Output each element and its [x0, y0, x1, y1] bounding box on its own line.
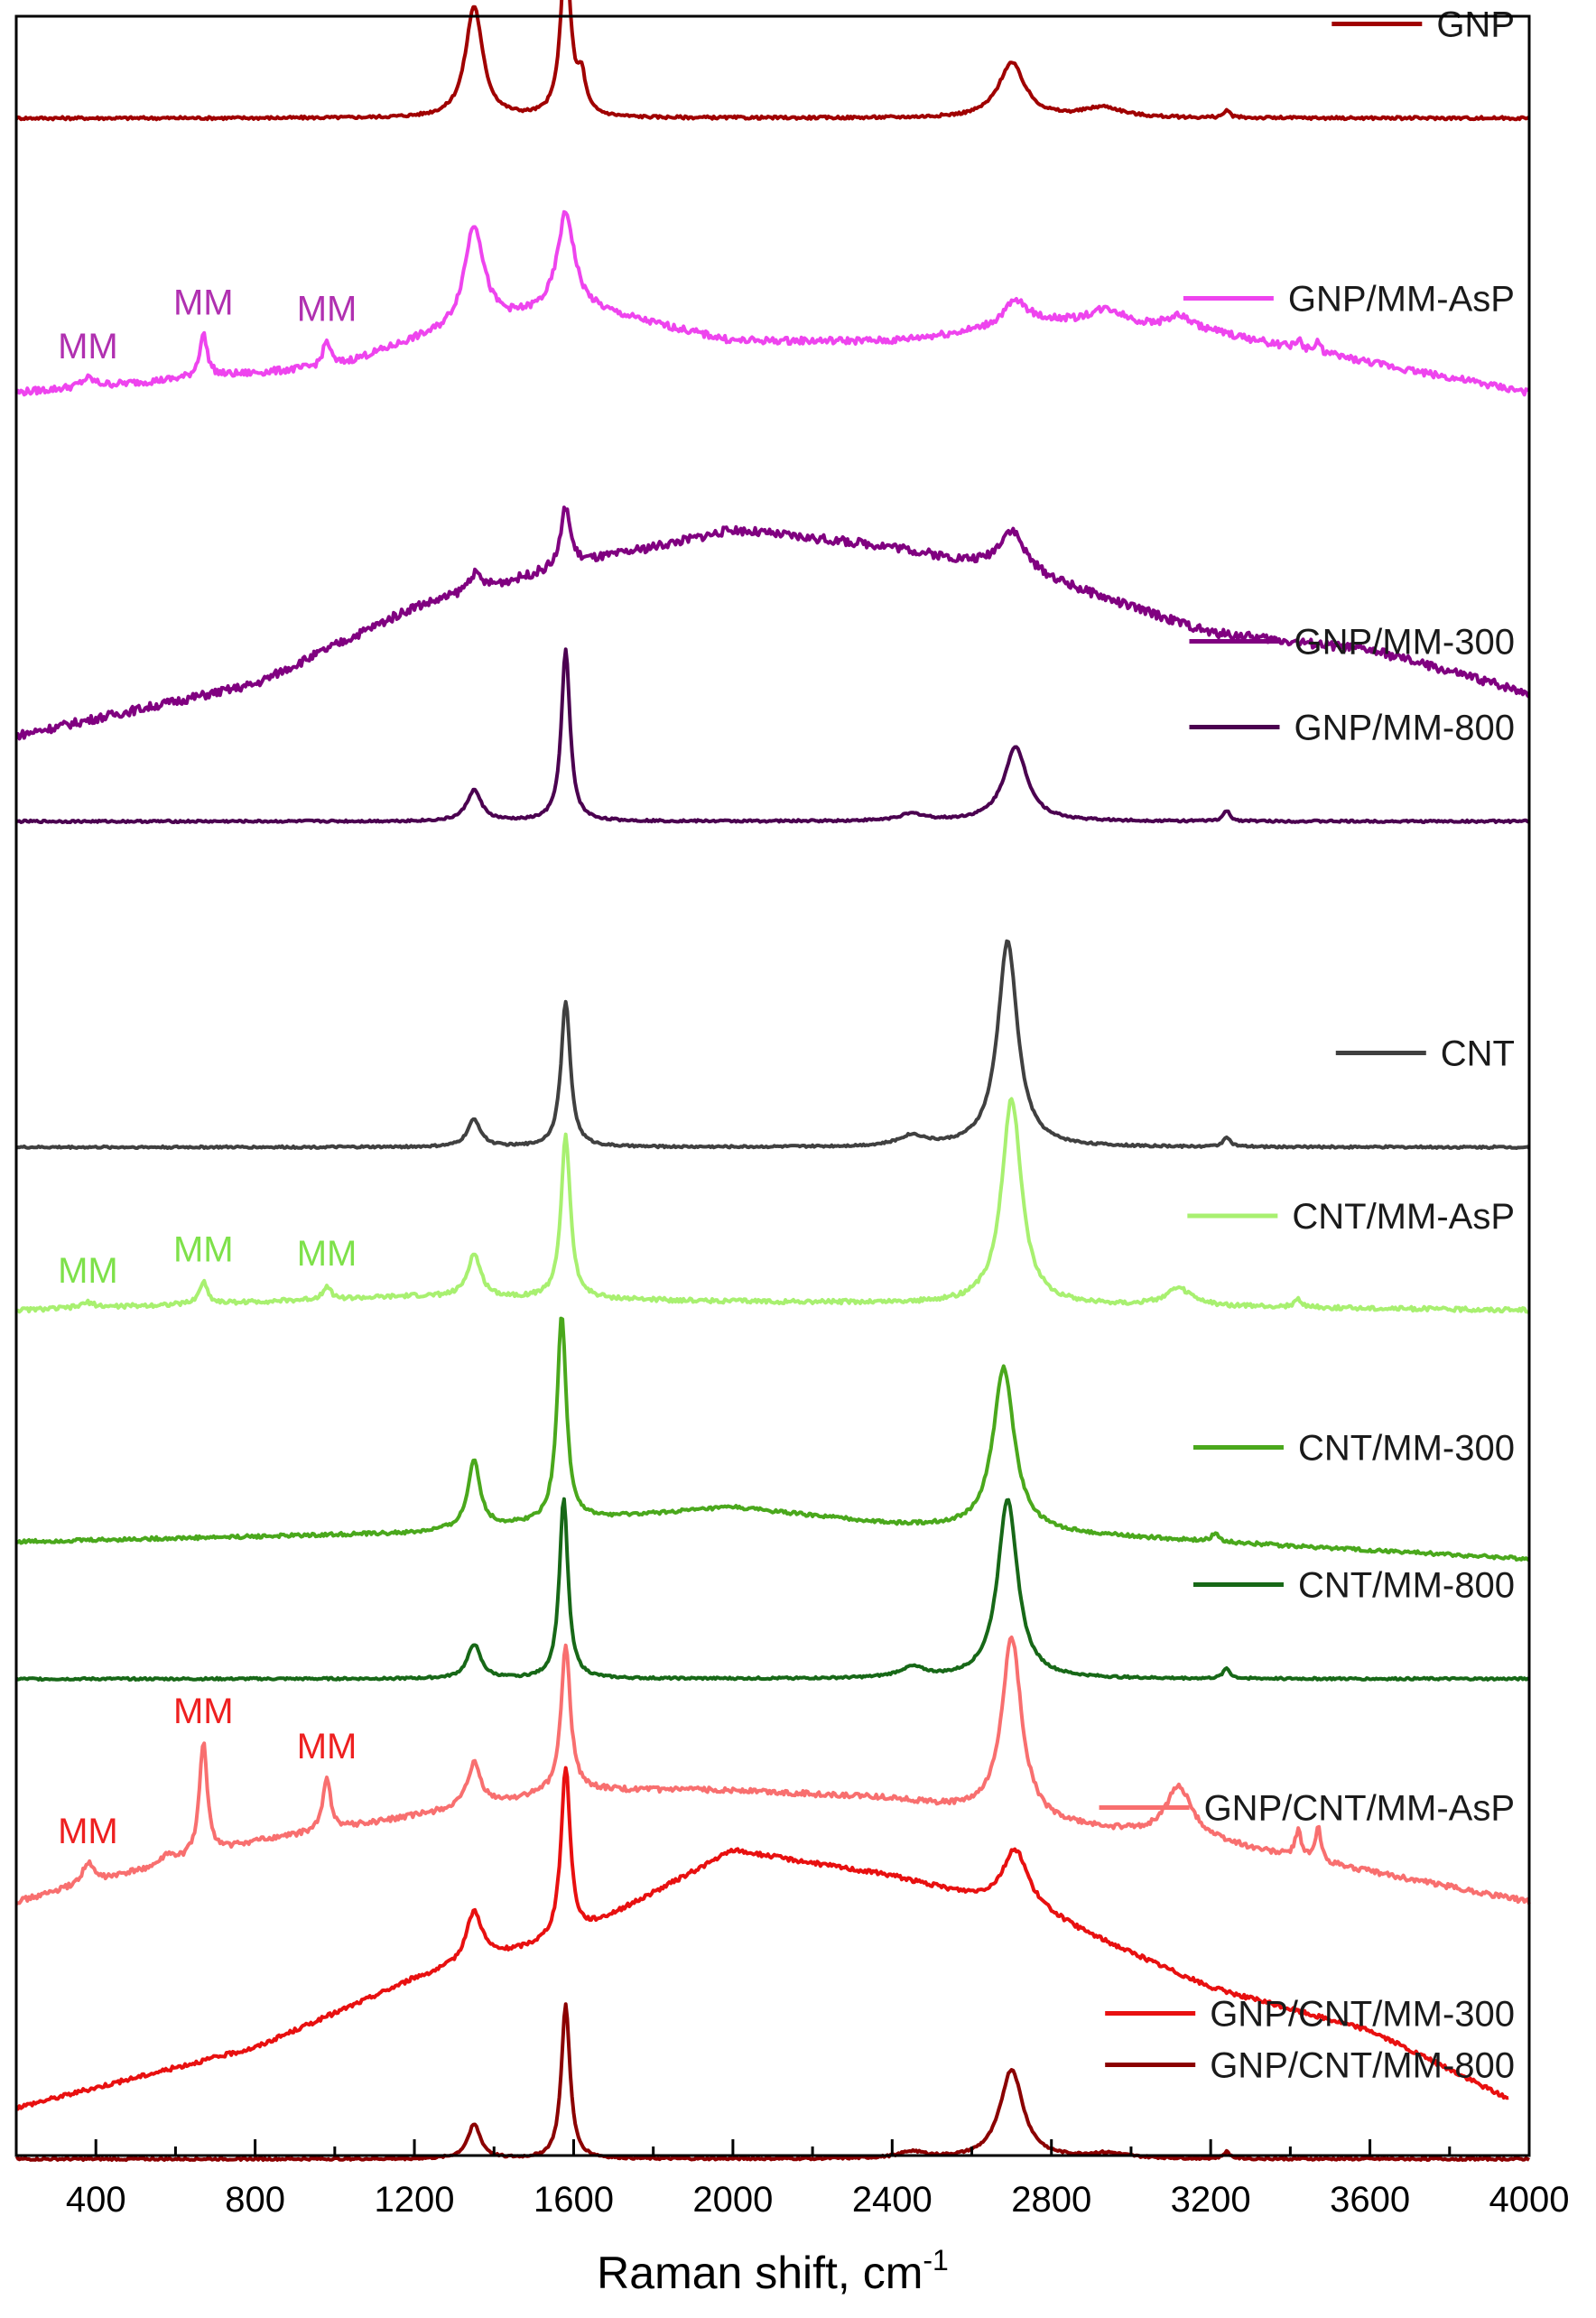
legend-label: CNT/MM-AsP [1292, 1197, 1515, 1237]
x-tick-label: 3600 [1330, 2180, 1410, 2220]
legend-item-gnp-cnt-mm-asp: GNP/CNT/MM-AsP [1099, 1789, 1515, 1829]
legend-item-cnt-mm-300: CNT/MM-300 [1192, 1429, 1515, 1469]
legend-label: GNP/CNT/MM-300 [1210, 1995, 1515, 2035]
x-axis-label-text: Raman shift, cm [597, 2248, 923, 2298]
legend-label: CNT/MM-300 [1298, 1429, 1515, 1469]
x-tick-label: 1600 [534, 2180, 614, 2220]
mm-annotation: MM [297, 1234, 357, 1274]
legend-label: GNP/MM-300 [1294, 623, 1516, 663]
x-tick-label: 2800 [1011, 2180, 1091, 2220]
mm-annotation: MM [297, 1727, 357, 1766]
mm-annotation: MM [58, 1812, 118, 1851]
series-line-gnp-mm-800 [15, 647, 1530, 824]
mm-annotation: MM [173, 1229, 234, 1269]
legend-label: CNT/MM-800 [1298, 1566, 1515, 1606]
plot-frame [14, 14, 1531, 2157]
legend-label: GNP/MM-800 [1294, 709, 1516, 748]
legend-label: GNP/CNT/MM-AsP [1204, 1789, 1515, 1829]
mm-annotation: MM [58, 1251, 118, 1291]
series-line-gnp-cnt-mm-300 [15, 1766, 1509, 2111]
series-line-gnp [14, 0, 1531, 122]
x-tick-label: 4000 [1489, 2180, 1570, 2220]
legend-item-cnt: CNT [1335, 1034, 1515, 1074]
series-layer [14, 0, 1531, 2163]
x-axis-label-superscript: -1 [923, 2244, 948, 2276]
x-tick-label: 800 [225, 2180, 285, 2220]
legend: graphite foilGNPGNP/MM-AsPGNP/MM-300GNP/… [1099, 5, 1516, 2086]
legend-item-gnp-cnt-mm-800: GNP/CNT/MM-800 [1105, 2046, 1515, 2086]
x-tick-label: 2400 [852, 2180, 933, 2220]
series-line-cnt-mm-300 [15, 1316, 1531, 1562]
legend-item-cnt-mm-800: CNT/MM-800 [1192, 1566, 1515, 1606]
legend-label: GNP/CNT/MM-800 [1210, 2046, 1515, 2086]
legend-item-gnp-mm-800: GNP/MM-800 [1189, 709, 1516, 748]
x-axis-ticks: 400 800 1200 1600 2000 2400 2800 3200 3600 4000 [14, 2139, 1570, 2220]
legend-label: CNT [1441, 1034, 1515, 1074]
legend-item-gnp: GNP [1332, 5, 1515, 45]
x-tick-label: 1200 [375, 2180, 455, 2220]
mm-annotation: MM [173, 283, 234, 322]
legend-label: GNP/MM-AsP [1288, 280, 1515, 320]
legend-item-gnp-cnt-mm-300: GNP/CNT/MM-300 [1105, 1995, 1515, 2035]
series-line-gnp-cnt-mm-asp [14, 1635, 1531, 1906]
legend-item-cnt-mm-asp: CNT/MM-AsP [1187, 1197, 1515, 1237]
legend-item-gnp-mm-300: GNP/MM-300 [1189, 623, 1516, 663]
series-line-cnt-mm-asp [15, 1097, 1530, 1314]
x-tick-label: 2000 [692, 2180, 773, 2220]
mm-annotation: MM [173, 1692, 234, 1731]
mm-annotation: MM [297, 290, 357, 329]
x-tick-label: 3200 [1171, 2180, 1251, 2220]
series-line-gnp-cnt-mm-800 [14, 2002, 1530, 2163]
series-line-cnt-mm-800 [14, 1497, 1531, 1683]
x-axis-label: Raman shift, cm-1 [597, 2244, 949, 2298]
annotation-layer: MM MM MM MM MM MM MM MM MM [58, 283, 357, 1851]
mm-annotation: MM [58, 327, 118, 366]
legend-item-gnp-mm-asp: GNP/MM-AsP [1183, 280, 1515, 320]
legend-label: GNP [1436, 5, 1515, 45]
x-tick-label: 400 [66, 2180, 126, 2220]
series-line-gnp-mm-asp [14, 209, 1530, 397]
series-line-cnt [15, 939, 1531, 1150]
